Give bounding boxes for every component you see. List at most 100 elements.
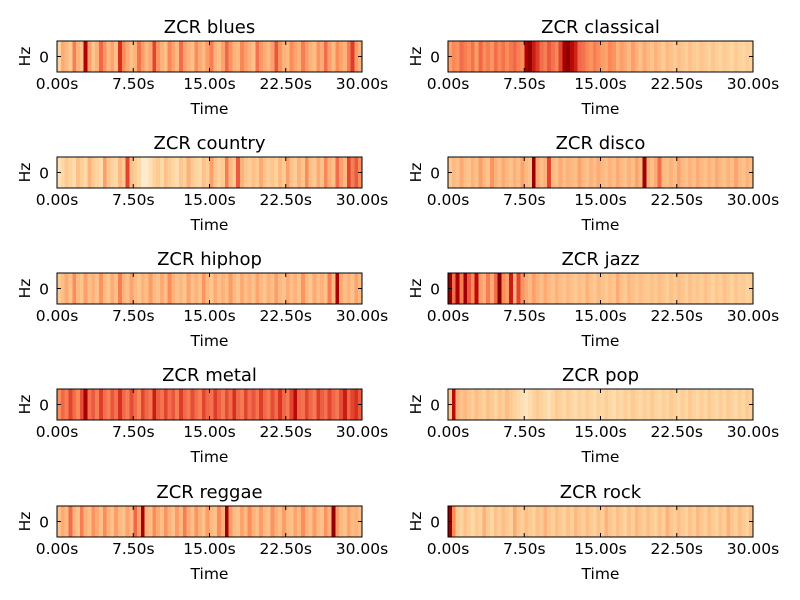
x-axis-label: Time bbox=[190, 332, 229, 350]
heatmap-cell bbox=[308, 273, 313, 304]
heatmap-cell bbox=[83, 273, 88, 304]
heatmap-cell bbox=[470, 157, 476, 188]
heatmap-cell bbox=[220, 506, 226, 537]
heatmap-cell bbox=[459, 389, 464, 420]
heatmap-cell bbox=[297, 41, 302, 72]
x-tick-label: 15.00s bbox=[574, 191, 626, 209]
panel-jazz: ZCR jazz 0.00s 7.50s 15.00s 22.50s 30.00s 0 Tim… bbox=[407, 249, 779, 350]
x-tick-label: 22.50s bbox=[260, 191, 312, 209]
heatmap-cell bbox=[259, 157, 264, 188]
heatmap-cell bbox=[474, 389, 479, 420]
heatmap-cell bbox=[251, 506, 256, 537]
heatmap-cell bbox=[140, 41, 146, 72]
heatmap-cell bbox=[243, 157, 249, 188]
heatmap-cell bbox=[714, 273, 720, 304]
x-tick-label: 30.00s bbox=[336, 75, 388, 93]
x-tick-label: 0.00s bbox=[427, 307, 470, 325]
heatmap-cell bbox=[608, 389, 613, 420]
heatmap-cell bbox=[133, 506, 138, 537]
heatmap-cell bbox=[570, 157, 575, 188]
heatmap-cell bbox=[695, 157, 701, 188]
heatmap-cell bbox=[79, 389, 85, 420]
heatmap-cell bbox=[175, 273, 180, 304]
x-tick-label: 7.50s bbox=[503, 423, 546, 441]
heatmap-cell bbox=[726, 273, 731, 304]
heatmap-cell bbox=[562, 506, 567, 537]
heatmap-cell bbox=[144, 506, 149, 537]
heatmap-cell bbox=[489, 273, 495, 304]
heatmap-cell bbox=[531, 273, 537, 304]
heatmap-cell bbox=[335, 389, 340, 420]
heatmap-cell bbox=[688, 506, 693, 537]
heatmap-cell bbox=[657, 506, 662, 537]
heatmap-cell bbox=[220, 273, 226, 304]
heatmap-cell bbox=[316, 157, 321, 188]
heatmap-cell bbox=[91, 41, 96, 72]
heatmap-cell bbox=[611, 273, 617, 304]
heatmap-cell bbox=[714, 389, 720, 420]
heatmap-cell bbox=[615, 506, 620, 537]
x-tick-label: 7.50s bbox=[503, 191, 546, 209]
heatmap-cell bbox=[707, 506, 712, 537]
heatmap-cell bbox=[224, 389, 229, 420]
heatmap-cell bbox=[703, 41, 708, 72]
heatmap-cell bbox=[98, 273, 104, 304]
heatmap-cell bbox=[243, 506, 249, 537]
heatmap-cell bbox=[520, 389, 525, 420]
heatmap-cell bbox=[110, 157, 115, 188]
heatmap-cell bbox=[627, 506, 632, 537]
x-axis-label: Time bbox=[581, 332, 620, 350]
heatmap-cell bbox=[501, 41, 506, 72]
heatmap-cell bbox=[289, 157, 294, 188]
heatmap-cell bbox=[243, 41, 249, 72]
heatmap-cell bbox=[657, 273, 662, 304]
heatmap-cell bbox=[270, 41, 275, 72]
heatmap-cell bbox=[467, 157, 472, 188]
x-tick-label: 0.00s bbox=[427, 540, 470, 558]
heatmap-cell bbox=[118, 41, 123, 72]
heatmap-cell bbox=[528, 273, 533, 304]
heatmap-cell bbox=[251, 273, 256, 304]
heatmap-cell bbox=[646, 506, 651, 537]
heatmap-cell bbox=[642, 41, 647, 72]
x-tick-label: 7.50s bbox=[503, 75, 546, 93]
heatmap-cell bbox=[255, 157, 260, 188]
heatmap-cell bbox=[627, 389, 632, 420]
heatmap-cell bbox=[505, 506, 510, 537]
heatmap-cell bbox=[585, 273, 590, 304]
heatmap-cell bbox=[669, 273, 674, 304]
heatmap-cell bbox=[285, 157, 290, 188]
heatmap-cell bbox=[179, 389, 184, 420]
heatmap-cell bbox=[634, 41, 640, 72]
heatmap-cell bbox=[562, 389, 567, 420]
heatmap-cell bbox=[516, 41, 521, 72]
heatmap-cell bbox=[144, 389, 149, 420]
heatmap-cell bbox=[60, 389, 66, 420]
heatmap-cell bbox=[512, 157, 518, 188]
heatmap-cell bbox=[312, 41, 317, 72]
heatmap-cell bbox=[240, 157, 245, 188]
heatmap-cell bbox=[285, 273, 290, 304]
heatmap-cell bbox=[232, 41, 237, 72]
heatmap-cell bbox=[554, 506, 559, 537]
heatmap-cell bbox=[228, 157, 233, 188]
heatmap-cell bbox=[60, 41, 66, 72]
heatmap-cell bbox=[516, 157, 521, 188]
heatmap-cell bbox=[634, 273, 640, 304]
heatmap-cell bbox=[331, 506, 336, 537]
heatmap-cell bbox=[718, 273, 723, 304]
heatmap-cell bbox=[278, 273, 283, 304]
x-tick-label: 15.00s bbox=[574, 307, 626, 325]
heatmap-cell bbox=[198, 273, 203, 304]
heatmap-cell bbox=[323, 506, 329, 537]
heatmap-cell bbox=[520, 273, 525, 304]
heatmap-cell bbox=[741, 157, 746, 188]
heatmap-cell bbox=[304, 389, 310, 420]
heatmap-cell bbox=[194, 389, 199, 420]
heatmap-cell bbox=[354, 273, 359, 304]
heatmap-cell bbox=[144, 41, 149, 72]
heatmap-cell bbox=[301, 273, 306, 304]
heatmap-cell bbox=[497, 273, 502, 304]
x-tick-label: 30.00s bbox=[727, 423, 779, 441]
heatmap-cell bbox=[83, 41, 88, 72]
